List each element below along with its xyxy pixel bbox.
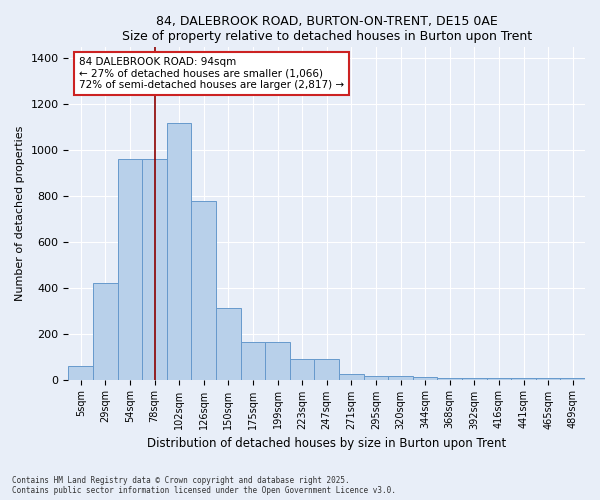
Bar [191, 200, 216, 380]
Bar [388, 376, 413, 380]
Bar [118, 160, 142, 380]
Bar [265, 342, 290, 380]
Title: 84, DALEBROOK ROAD, BURTON-ON-TRENT, DE15 0AE
Size of property relative to detac: 84, DALEBROOK ROAD, BURTON-ON-TRENT, DE1… [122, 15, 532, 43]
X-axis label: Distribution of detached houses by size in Burton upon Trent: Distribution of detached houses by size … [147, 437, 506, 450]
Bar [290, 359, 314, 380]
Bar [511, 378, 536, 380]
Y-axis label: Number of detached properties: Number of detached properties [15, 126, 25, 301]
Bar [241, 342, 265, 380]
Bar [339, 374, 364, 380]
Bar [487, 378, 511, 380]
Text: Contains HM Land Registry data © Crown copyright and database right 2025.
Contai: Contains HM Land Registry data © Crown c… [12, 476, 396, 495]
Bar [314, 359, 339, 380]
Bar [560, 378, 585, 380]
Bar [93, 283, 118, 380]
Bar [413, 378, 437, 380]
Bar [536, 378, 560, 380]
Bar [364, 376, 388, 380]
Bar [68, 366, 93, 380]
Text: 84 DALEBROOK ROAD: 94sqm
← 27% of detached houses are smaller (1,066)
72% of sem: 84 DALEBROOK ROAD: 94sqm ← 27% of detach… [79, 57, 344, 90]
Bar [142, 160, 167, 380]
Bar [437, 378, 462, 380]
Bar [462, 378, 487, 380]
Bar [216, 308, 241, 380]
Bar [167, 122, 191, 380]
